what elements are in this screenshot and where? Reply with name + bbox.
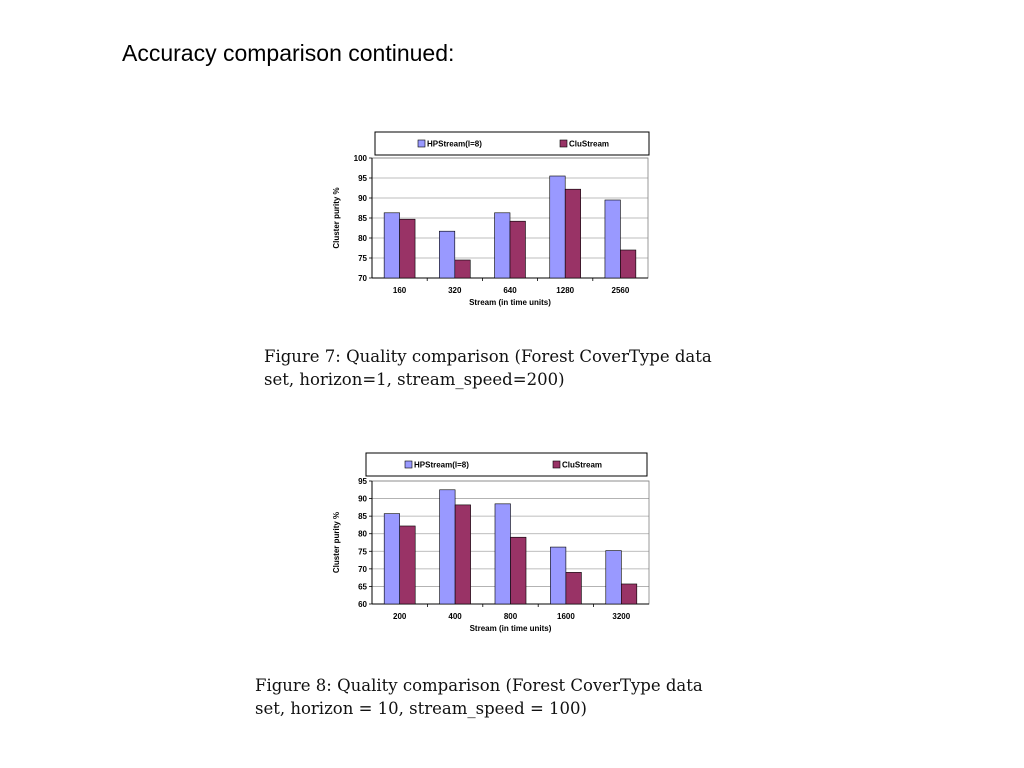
bar — [605, 550, 622, 605]
caption-line-1: Figure 7: Quality comparison (Forest Cov… — [264, 347, 712, 366]
x-tick-label: 400 — [448, 612, 462, 621]
y-tick-label: 75 — [358, 547, 367, 556]
legend-label: CluStream — [569, 140, 609, 149]
y-tick-label: 90 — [358, 194, 367, 203]
y-tick-label: 70 — [358, 565, 367, 574]
y-axis-title: Cluster purity % — [332, 187, 341, 248]
bar — [399, 218, 416, 279]
bar — [620, 249, 637, 279]
x-tick-label: 1600 — [557, 612, 575, 621]
caption-line-1: Figure 8: Quality comparison (Forest Cov… — [255, 676, 703, 695]
legend-label: CluStream — [562, 461, 602, 470]
y-tick-label: 95 — [358, 477, 367, 486]
bar — [383, 513, 401, 605]
bar-chart-figure-7: HPStream(l=8) CluStream 70 75 80 85 90 95 100 160… — [332, 131, 650, 307]
x-tick-label: 200 — [393, 612, 407, 621]
x-tick-label: 800 — [504, 612, 518, 621]
caption-line-2: set, horizon=1, stream_speed=200) — [264, 370, 565, 389]
figure-7-caption: Figure 7: Quality comparison (Forest Cov… — [264, 345, 744, 391]
y-tick-label: 100 — [354, 154, 368, 163]
x-tick-label: 640 — [503, 286, 517, 295]
x-tick-label: 3200 — [612, 612, 630, 621]
y-tick-label: 80 — [358, 234, 367, 243]
bar — [550, 546, 567, 605]
x-tick-label: 320 — [448, 286, 462, 295]
y-tick-label: 95 — [358, 174, 367, 183]
bar — [604, 199, 621, 279]
bar — [510, 536, 527, 605]
bar-chart-figure-8: HPStream(l=8) CluStream 60 65 70 75 80 85 90 95 20… — [332, 452, 650, 633]
figure-8-caption: Figure 8: Quality comparison (Forest Cov… — [255, 674, 745, 720]
y-tick-label: 65 — [358, 582, 367, 591]
x-axis-title: Stream (in time units) — [470, 624, 552, 633]
bar — [509, 220, 526, 279]
bar — [439, 230, 456, 279]
bar — [439, 489, 456, 605]
y-axis-title: Cluster purity % — [332, 512, 341, 573]
legend-swatch — [552, 460, 561, 469]
x-axis-title: Stream (in time units) — [469, 298, 551, 307]
y-tick-label: 80 — [358, 530, 367, 539]
y-tick-label: 85 — [358, 512, 367, 521]
bar — [494, 503, 511, 605]
x-tick-label: 160 — [393, 286, 407, 295]
y-tick-label: 70 — [358, 274, 367, 283]
legend-swatch — [559, 139, 568, 148]
legend-box — [365, 452, 648, 477]
y-tick-label: 90 — [358, 495, 367, 504]
bar — [454, 259, 471, 279]
bar — [565, 572, 582, 605]
slide-title: Accuracy comparison continued: — [122, 40, 455, 66]
y-tick-label: 85 — [358, 214, 367, 223]
caption-line-2: set, horizon = 10, stream_speed = 100) — [255, 699, 587, 718]
bar — [564, 188, 581, 279]
legend-label: HPStream(l=8) — [414, 461, 469, 470]
legend-swatch — [417, 139, 426, 148]
bar — [620, 583, 638, 605]
y-tick-label: 60 — [358, 600, 367, 609]
legend-label: HPStream(l=8) — [427, 140, 482, 149]
x-tick-label: 1280 — [556, 286, 574, 295]
legend-box — [374, 131, 650, 156]
legend-swatch — [404, 460, 413, 469]
bar — [383, 212, 400, 279]
bar — [399, 525, 416, 605]
bar — [454, 504, 471, 605]
bar — [494, 212, 511, 279]
x-tick-label: 2560 — [612, 286, 630, 295]
y-tick-label: 75 — [358, 254, 367, 263]
bar — [549, 175, 566, 279]
